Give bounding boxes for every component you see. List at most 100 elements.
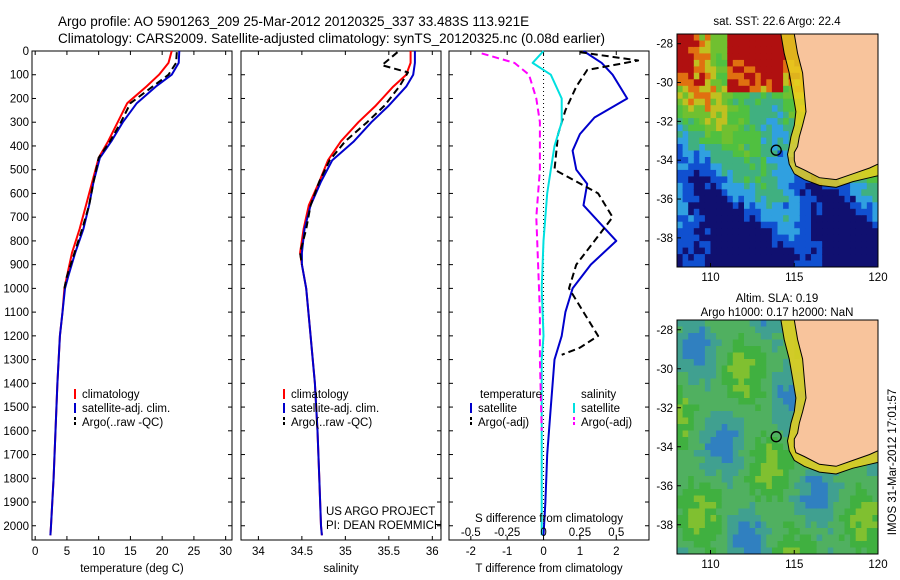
map-cell [693, 502, 700, 510]
map-cell [771, 333, 779, 341]
map-cell [682, 450, 689, 458]
map-cell [727, 46, 734, 54]
map-cell [704, 547, 712, 554]
y-tick-label: 1100 [4, 307, 29, 319]
map-cell [749, 404, 756, 412]
map-cell [755, 131, 762, 139]
map-cell [811, 234, 818, 242]
map-cell [744, 157, 751, 165]
map-cell [799, 247, 806, 255]
map-cell [716, 456, 723, 464]
map-cell [755, 111, 762, 119]
map-cell [816, 547, 823, 554]
map-cell [677, 424, 684, 432]
map-cell [710, 482, 717, 490]
map-cell [732, 66, 739, 74]
map-cell [744, 417, 751, 425]
map-cell [788, 208, 795, 216]
map-cell [749, 534, 756, 542]
map-cell [721, 189, 728, 197]
map-cell [771, 105, 779, 113]
map-cell [677, 430, 684, 438]
map-cell [721, 92, 728, 100]
map-cell [872, 254, 878, 262]
map-cell [872, 508, 878, 516]
map-cell [682, 182, 689, 190]
map-cell [682, 260, 689, 267]
map-cell [688, 346, 695, 354]
map-cell [794, 208, 801, 216]
map-cell [816, 476, 823, 484]
map-cell [766, 515, 773, 523]
map-cell [710, 320, 717, 328]
map-cell [833, 521, 840, 529]
map-cell [850, 195, 857, 203]
map-cell [866, 495, 873, 503]
map-cell [816, 254, 823, 262]
map-cell [771, 398, 779, 406]
map-cell [682, 46, 689, 54]
map-cell [861, 489, 868, 497]
map-cell [799, 482, 806, 490]
map-cell [777, 469, 784, 477]
map-cell [749, 92, 756, 100]
map-cell [688, 111, 695, 119]
map-cell [682, 385, 689, 393]
map-cell [677, 508, 684, 516]
map-cell [805, 528, 812, 536]
map-cell [838, 482, 846, 490]
map-cell [788, 118, 795, 126]
map-cell [693, 189, 700, 197]
map-cell [704, 534, 712, 542]
map-cell [716, 234, 723, 242]
map-cell [855, 508, 862, 516]
map-cell [766, 260, 773, 267]
map-y-tick-label: -30 [656, 78, 673, 90]
map-cell [760, 469, 767, 477]
map-cell [855, 215, 862, 223]
map-cell [727, 489, 734, 497]
map-cell [688, 79, 695, 87]
map-cell [710, 72, 717, 80]
map-cell [827, 534, 834, 542]
map-cell [783, 176, 790, 184]
project-credit-line2: PI: DEAN ROEMMICH [326, 520, 442, 532]
map-cell [727, 241, 734, 249]
map-cell [716, 53, 723, 61]
map-cell [704, 150, 712, 158]
map-cell [872, 228, 878, 236]
map-cell [760, 202, 767, 210]
map-cell [755, 34, 762, 42]
map-cell [760, 34, 767, 42]
map-cell [716, 98, 723, 106]
map-cell [788, 398, 795, 406]
map-cell [805, 469, 812, 477]
map-cell [799, 182, 806, 190]
map-cell [699, 72, 706, 80]
map-cell [811, 260, 818, 267]
map-cell [850, 260, 857, 267]
map-cell [805, 534, 812, 542]
map-cell [766, 404, 773, 412]
map-cell [816, 489, 823, 497]
map-cell [766, 326, 773, 334]
map-cell [788, 476, 795, 484]
map-cell [710, 79, 717, 87]
legend-entry: climatology [82, 389, 140, 401]
map-cell [783, 482, 790, 490]
map-cell [677, 189, 684, 197]
map-cell [838, 489, 846, 497]
map-cell [677, 463, 684, 471]
map-cell [710, 456, 717, 464]
y-tick-label: 1000 [3, 283, 29, 295]
map-cell [710, 241, 717, 249]
map-cell [861, 515, 868, 523]
map-cell [727, 326, 734, 334]
map-cell [855, 221, 862, 229]
map-cell [682, 215, 689, 223]
map-cell [777, 131, 784, 139]
map-cell [699, 215, 706, 223]
map-cell [732, 144, 739, 152]
map-cell [771, 169, 779, 177]
map-cell [704, 202, 712, 210]
